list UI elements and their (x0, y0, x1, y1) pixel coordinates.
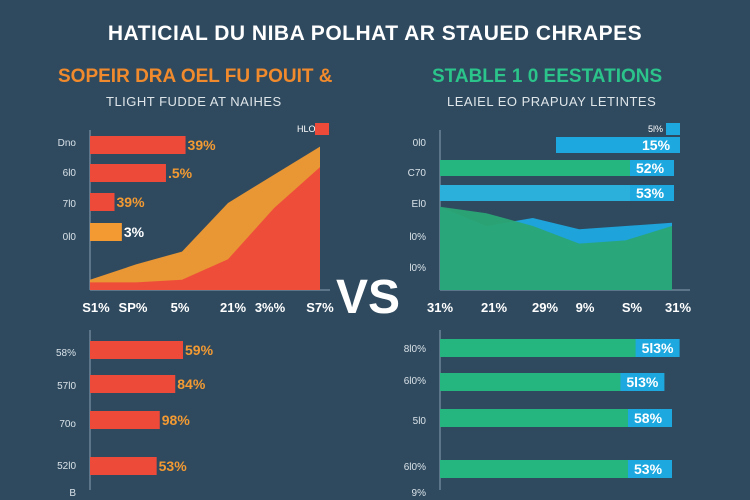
top-right-value-label-0: 15% (642, 137, 671, 153)
top-right-x-tick-5: 31% (665, 300, 691, 315)
top-right-value-label-2: 53% (636, 185, 665, 201)
top-right-x-tick-0: 31% (427, 300, 453, 315)
top-left-top-tag-chip (315, 123, 329, 135)
bottom-right-value-chip-0 (635, 339, 680, 357)
top-right-area-green (440, 206, 672, 290)
top-left-area-red (90, 167, 320, 290)
top-left-bar-1 (90, 164, 166, 182)
top-right-bar-1 (440, 160, 670, 176)
top-left-x-tick-2: 5% (171, 300, 190, 315)
bottom-right-value-chip-3 (628, 460, 672, 478)
top-left-top-tag: HLO (297, 124, 316, 134)
top-right-category-label-3: l0% (409, 232, 426, 243)
top-right-top-tag-chip (666, 123, 680, 135)
bottom-right-value-chip-1 (620, 373, 665, 391)
top-left-x-tick-1: SP% (119, 300, 148, 315)
bottom-left-category-label-4: B (69, 488, 76, 499)
top-right-top-tag: 5l% (648, 124, 663, 134)
bottom-left-category-label-3: 52l0 (57, 461, 76, 472)
top-left-value-label-0: 39% (188, 137, 217, 153)
bottom-right-category-label-1: 6l0% (404, 376, 426, 387)
top-left-category-label-0: Dno (58, 138, 77, 149)
top-left-category-label-1: 6l0 (63, 168, 77, 179)
top-right-x-tick-3: 9% (576, 300, 595, 315)
bottom-left-bar-2 (90, 411, 160, 429)
bottom-left-value-label-1: 84% (177, 376, 206, 392)
page-title: HATICIAL DU NIBA POLHAT AR STAUED CHRAPE… (107, 22, 643, 45)
bottom-left-category-label-0: 58% (56, 348, 76, 359)
top-left-x-tick-5: S7% (306, 300, 334, 315)
top-right-value-chip-1 (630, 160, 674, 176)
bottom-left-bar-0 (90, 341, 183, 359)
top-right-value-label-1: 52% (636, 160, 665, 176)
right-subheading: LEAIEL EO PRAPUAY LETINTES (447, 94, 657, 109)
left-heading: SOPEIR DRA OEL FU POUIT & (58, 66, 333, 87)
top-left-value-label-3: 3% (124, 224, 145, 240)
top-right-category-label-1: C70 (408, 168, 427, 179)
top-left-value-label-2: 39% (117, 194, 146, 210)
bottom-right-category-label-4: 9% (412, 488, 427, 499)
top-right-category-label-0: 0l0 (413, 138, 427, 149)
top-right-value-chip-0 (636, 137, 680, 153)
bottom-right-bar-1 (440, 373, 661, 391)
top-right-value-chip-2 (630, 185, 674, 201)
top-left-category-label-3: 0l0 (63, 232, 77, 243)
bottom-right-bar-2 (440, 409, 668, 427)
top-right-category-label-2: El0 (412, 199, 427, 210)
vs-label: VS (336, 271, 401, 324)
bottom-right-value-label-3: 53% (634, 461, 663, 477)
bottom-right-bar-3 (440, 460, 668, 478)
bottom-left-bar-3 (90, 457, 157, 475)
top-left-bar-3 (90, 223, 122, 241)
bottom-left-category-label-1: 57l0 (57, 381, 76, 392)
top-left-value-label-1: .5% (168, 165, 193, 181)
bottom-right-category-label-3: 6l0% (404, 462, 426, 473)
left-subheading: TLIGHT FUDDE AT NAIHES (106, 94, 282, 109)
top-right-bar-2 (440, 185, 670, 201)
bottom-left-value-label-0: 59% (185, 342, 214, 358)
bottom-right-category-label-2: 5l0 (413, 416, 427, 427)
top-right-category-label-4: l0% (409, 263, 426, 274)
bottom-left-value-label-2: 98% (162, 412, 191, 428)
top-right-x-tick-1: 21% (481, 300, 507, 315)
top-left-x-tick-3: 21% (220, 300, 246, 315)
top-right-x-tick-4: S% (622, 300, 643, 315)
bottom-right-category-label-0: 8l0% (404, 344, 426, 355)
bottom-right-value-chip-2 (628, 409, 672, 427)
bottom-left-value-label-3: 53% (159, 458, 188, 474)
bottom-right-bar-0 (440, 339, 676, 357)
top-left-category-label-2: 7l0 (63, 199, 77, 210)
top-left-x-tick-4: 3%% (255, 300, 286, 315)
bottom-right-value-label-2: 58% (634, 410, 663, 426)
top-right-x-tick-2: 29% (532, 300, 558, 315)
bottom-right-value-label-0: 5l3% (642, 340, 674, 356)
top-left-x-tick-0: S1% (82, 300, 110, 315)
top-left-bar-0 (90, 136, 186, 154)
bottom-left-category-label-2: 70o (59, 419, 76, 430)
bottom-left-bar-1 (90, 375, 176, 393)
bottom-right-value-label-1: 5l3% (626, 374, 658, 390)
top-left-bar-2 (90, 193, 115, 211)
right-heading: STABLE 1 0 EESTATIONS (432, 66, 663, 87)
